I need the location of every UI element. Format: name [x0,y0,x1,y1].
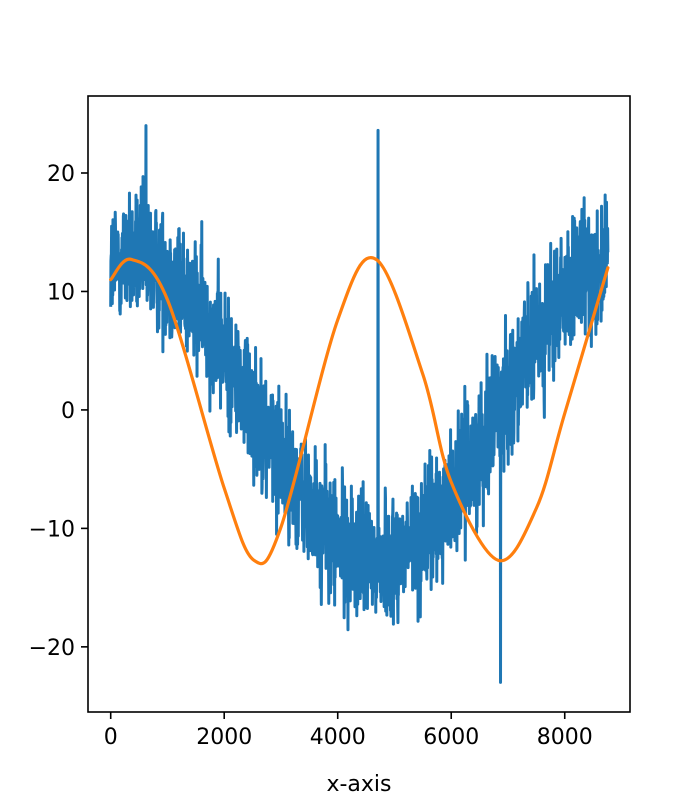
y-tick-label: −10 [29,517,75,542]
x-tick-label: 0 [104,725,118,750]
noisy-series-line [109,124,610,684]
x-tick-label: 6000 [423,725,479,750]
x-tick-label: 2000 [196,725,252,750]
x-tick-label: 8000 [537,725,593,750]
y-tick-label: −20 [29,636,75,661]
axes-frame [87,95,631,713]
y-tick-label: 0 [61,399,75,424]
x-axis-label: x-axis [326,772,391,797]
y-tick-label: 10 [47,280,75,305]
y-tick-label: 20 [47,162,75,187]
x-tick-label: 4000 [310,725,366,750]
smooth-series-line [109,256,610,566]
